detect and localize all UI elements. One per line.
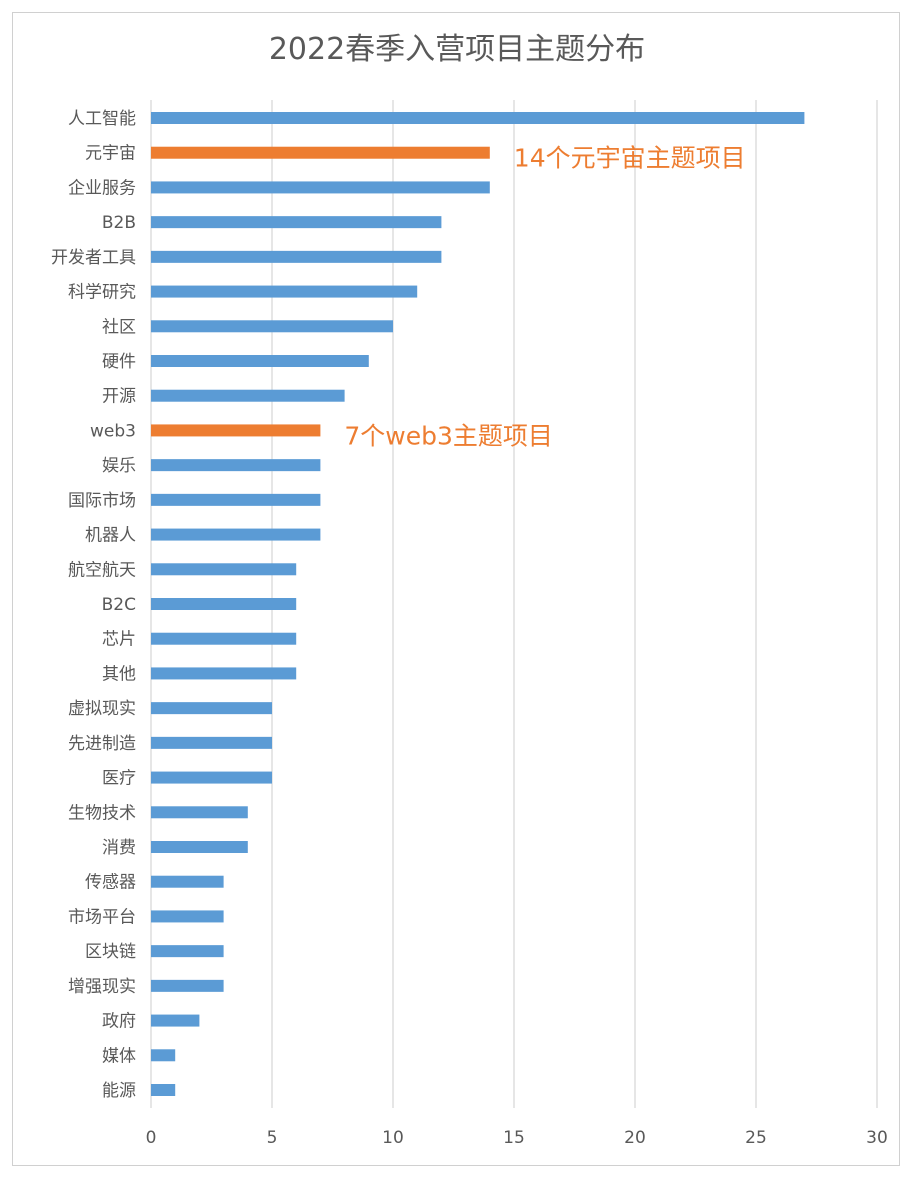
y-tick-label: 增强现实 [68,977,136,997]
y-tick-label: 区块链 [85,942,136,962]
y-tick-label: 市场平台 [68,907,136,927]
y-tick-label: B2B [102,213,136,233]
y-tick-label: 能源 [102,1081,136,1101]
y-tick-label: 航空航天 [68,560,136,580]
bar-医疗 [151,771,272,784]
y-tick-label: 其他 [102,664,136,684]
y-tick-label: B2C [102,595,136,615]
bar-国际市场 [151,493,321,506]
y-tick-label: 人工智能 [68,109,136,129]
x-tick-label: 20 [624,1128,646,1148]
x-tick-label: 30 [866,1128,888,1148]
y-tick-label: 传感器 [85,873,136,893]
bar-B2B [151,216,442,229]
bar-开发者工具 [151,250,442,263]
bar-市场平台 [151,910,224,923]
bar-娱乐 [151,459,321,472]
bar-媒体 [151,1049,176,1062]
bar-元宇宙 [151,146,490,159]
y-tick-label: 元宇宙 [85,144,136,164]
bar-传感器 [151,875,224,888]
bar-增强现实 [151,979,224,992]
x-tick-label: 5 [267,1128,278,1148]
annotation: 14个元宇宙主题项目 [514,144,746,173]
y-tick-label: 国际市场 [68,491,136,511]
y-tick-label: 消费 [102,838,136,858]
y-tick-label: 娱乐 [102,456,136,476]
y-tick-label: 媒体 [102,1046,136,1066]
y-tick-label: 生物技术 [68,803,136,823]
bar-虚拟现实 [151,702,272,715]
bar-B2C [151,598,297,610]
bar-其他 [151,667,297,680]
y-tick-label: 社区 [102,317,136,337]
x-tick-label: 0 [146,1128,157,1148]
bar-生物技术 [151,806,248,819]
x-tick-label: 15 [503,1128,525,1148]
y-tick-label: 虚拟现实 [68,699,136,719]
bar-社区 [151,320,393,333]
y-tick-label: 硬件 [102,352,136,372]
x-tick-label: 10 [382,1128,404,1148]
bar-科学研究 [151,285,418,298]
bar-硬件 [151,355,369,367]
annotation: 7个web3主题项目 [344,421,553,450]
bar-机器人 [151,528,321,541]
bar-芯片 [151,632,297,645]
bar-消费 [151,841,248,853]
bar-人工智能 [151,112,805,124]
bar-开源 [151,389,345,402]
y-tick-label: 政府 [102,1012,136,1032]
chart-title: 2022春季入营项目主题分布 [269,32,645,67]
y-tick-label: 医疗 [102,769,136,789]
y-tick-label: 开源 [102,387,136,407]
bar-先进制造 [151,736,272,749]
y-tick-label: 开发者工具 [51,248,136,268]
bar-政府 [151,1014,200,1027]
bar-区块链 [151,945,224,958]
y-tick-label: 企业服务 [68,178,136,198]
y-tick-label: 先进制造 [68,734,136,754]
bar-能源 [151,1084,176,1096]
y-tick-label: 机器人 [85,526,136,546]
y-tick-label: 科学研究 [68,283,136,303]
x-tick-label: 25 [745,1128,767,1148]
bar-web3 [151,424,321,437]
bar-企业服务 [151,181,490,194]
y-tick-label: web3 [90,421,136,441]
y-tick-label: 芯片 [102,630,136,650]
bar-航空航天 [151,563,297,576]
chart-frame [12,12,900,1166]
